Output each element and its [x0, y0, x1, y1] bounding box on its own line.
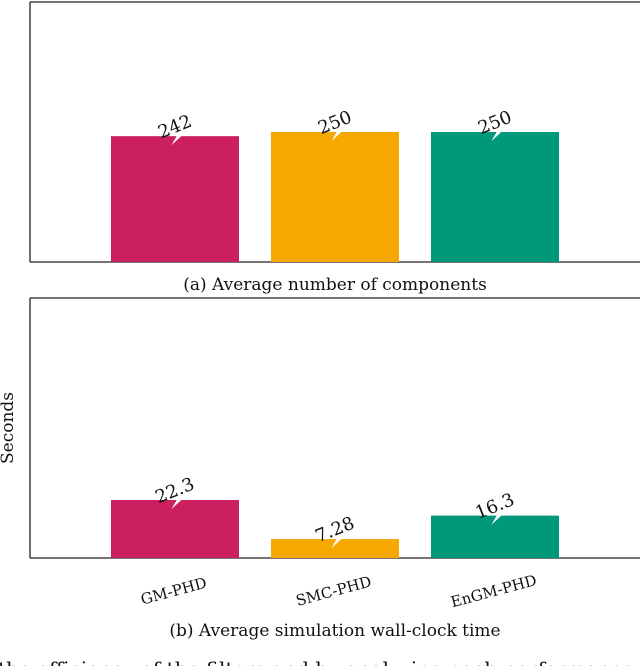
data-label-pointer [171, 493, 185, 510]
bar-engm-phd [431, 515, 559, 558]
data-label-pointer [491, 509, 505, 525]
data-label-pointer [331, 125, 345, 142]
caption-a: (a) Average number of components [183, 275, 487, 295]
x-tick-label: SMC-PHD [294, 572, 373, 609]
data-label-pointer [171, 129, 185, 146]
data-label-pointer [491, 125, 505, 142]
bar-gm-phd [111, 500, 239, 558]
panel-a-components-chart: 242 250 250 [29, 1, 640, 263]
x-tick-label: GM-PHD [139, 574, 209, 609]
y-axis-label: Seconds [0, 392, 18, 464]
bar-gm-phd [111, 136, 239, 262]
caption-b: (b) Average simulation wall-clock time [169, 621, 500, 641]
bar-smc-phd [271, 132, 399, 262]
data-label-pointer [331, 532, 345, 549]
bar-engm-phd [431, 132, 559, 262]
bar-smc-phd [271, 539, 399, 558]
footer-text: the efficiency of the filters and by ana… [0, 657, 633, 666]
x-tick-label: EnGM-PHD [449, 571, 539, 611]
